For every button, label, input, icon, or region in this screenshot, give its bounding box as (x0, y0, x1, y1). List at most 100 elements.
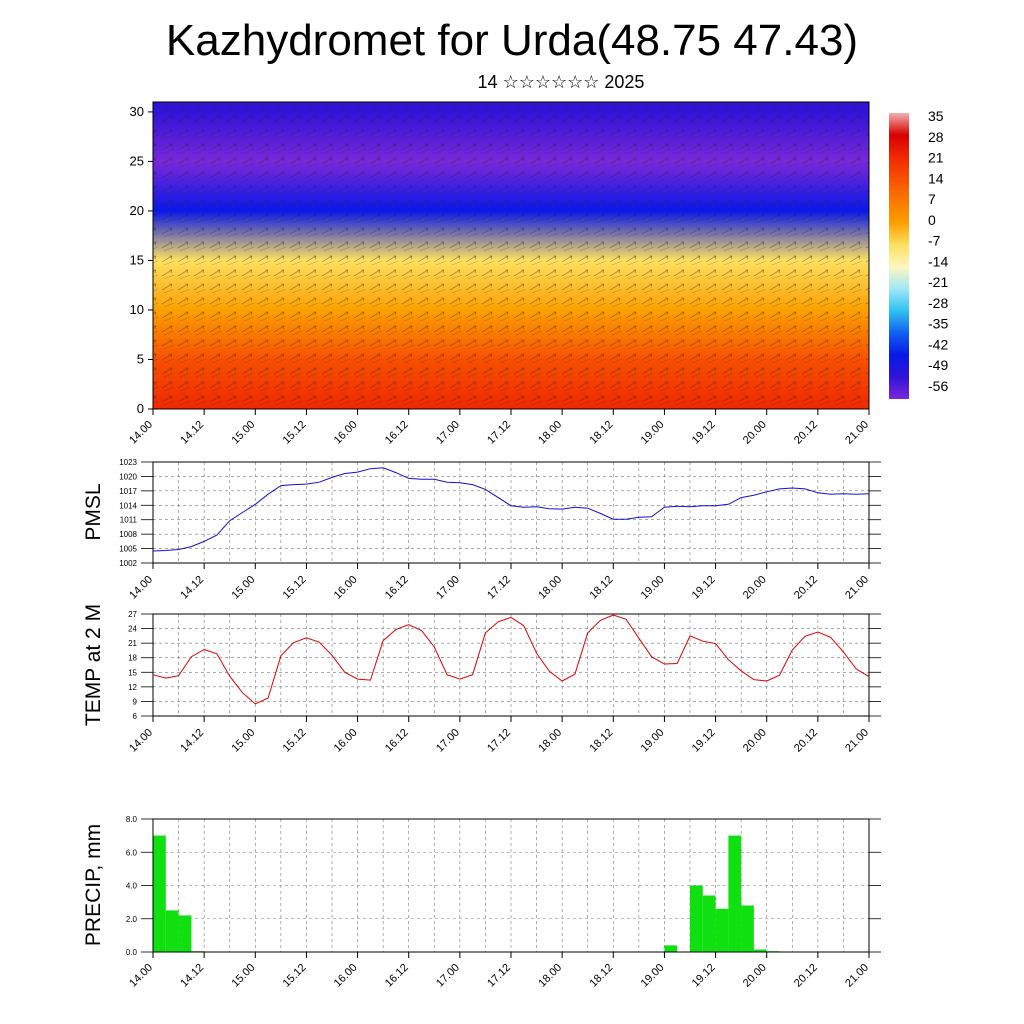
x-tick-label: 16.12 (383, 962, 411, 990)
y-tick-label: 1023 (119, 458, 137, 467)
x-tick-label: 15.12 (281, 419, 309, 447)
wind-barb-overlay (153, 102, 869, 409)
x-tick-label: 18.00 (536, 962, 564, 990)
x-tick-label: 18.12 (587, 574, 615, 602)
y-tick-label: 18 (128, 654, 137, 663)
precip-bar (728, 835, 742, 952)
x-tick-label: 17.12 (485, 574, 513, 602)
x-tick-label: 16.12 (383, 727, 411, 755)
colorbar: 35 28 21 14 7 0 -7 -14 -21 -28 -35 -42 -49 -56 (889, 108, 948, 399)
colorbar-label: 21 (928, 150, 944, 166)
x-tick-label: 15.00 (229, 419, 257, 447)
y-tick-label: 0 (137, 401, 144, 416)
x-tick-label: 18.12 (587, 419, 615, 447)
y-tick-label: 9 (133, 697, 138, 706)
y-tick-label: 12 (128, 683, 137, 692)
x-tick-label: 20.00 (741, 419, 769, 447)
y-tick-label: 8.0 (126, 815, 138, 824)
x-tick-label: 21.00 (843, 574, 871, 602)
x-tick-label: 17.00 (434, 574, 462, 602)
colorbar-fill (889, 113, 909, 399)
x-tick-label: 15.12 (281, 962, 309, 990)
x-tick-label: 14.00 (127, 727, 155, 755)
x-tick-label: 19.00 (639, 574, 667, 602)
x-tick-label: 20.12 (792, 419, 820, 447)
colorbar-label: -35 (928, 316, 948, 332)
x-tick-label: 19.00 (639, 962, 667, 990)
x-tick-label: 18.12 (587, 727, 615, 755)
pmsl-y-axis: 1002 1005 1008 1011 1014 1017 1020 1023 (119, 458, 153, 568)
y-tick-label: 0.0 (126, 948, 138, 957)
y-tick-label: 1014 (119, 501, 137, 510)
page-subtitle: 14 ☆☆☆☆☆☆ 2025 (477, 72, 645, 92)
precip-bar (741, 905, 754, 952)
y-tick-label: 1011 (120, 516, 138, 525)
x-tick-label: 15.12 (281, 727, 309, 755)
colorbar-label: -28 (928, 295, 948, 311)
pmsl-series-line (152, 467, 870, 552)
x-tick-label: 20.12 (792, 574, 820, 602)
x-tick-label: 19.12 (690, 962, 718, 990)
x-tick-label: 18.12 (587, 962, 615, 990)
colorbar-label: -7 (928, 233, 941, 249)
y-tick-label: 15 (128, 668, 137, 677)
colorbar-label: -42 (928, 336, 948, 352)
x-tick-label: 16.12 (383, 574, 411, 602)
x-tick-label: 17.00 (434, 419, 462, 447)
y-tick-label: 15 (130, 252, 144, 267)
y-tick-label: 2.0 (126, 915, 138, 924)
x-tick-label: 14.12 (178, 419, 206, 447)
y-tick-label: 1005 (119, 545, 137, 554)
y-tick-label: 1002 (119, 559, 137, 568)
colorbar-label: 28 (928, 129, 944, 145)
x-tick-label: 17.00 (434, 727, 462, 755)
precip-chart: 0.0 2.0 4.0 6.0 8.0 14.00 14.12 15.00 15.12 16.0… (82, 815, 881, 990)
pmsl-grid (153, 461, 881, 564)
colorbar-label: -49 (928, 357, 948, 373)
x-tick-label: 16.12 (383, 419, 411, 447)
x-tick-label: 17.12 (485, 727, 513, 755)
x-tick-label: 21.00 (843, 419, 871, 447)
x-tick-label: 20.12 (792, 962, 820, 990)
x-tick-label: 20.12 (792, 727, 820, 755)
x-tick-label: 18.00 (536, 574, 564, 602)
colorbar-label: -21 (928, 274, 948, 290)
colorbar-label: 35 (928, 108, 944, 124)
y-tick-label: 4.0 (126, 882, 138, 891)
precip-bar (664, 945, 678, 953)
precip-axis-label: PRECIP, mm (82, 824, 105, 946)
precip-bar (178, 915, 192, 952)
x-tick-label: 17.00 (434, 962, 462, 990)
y-tick-label: 1020 (119, 472, 137, 481)
temp2m-axis-label: TEMP at 2 M (82, 604, 105, 726)
y-tick-label: 1017 (119, 487, 137, 496)
x-tick-label: 19.00 (639, 419, 667, 447)
x-tick-label: 16.00 (332, 419, 360, 447)
precip-bar (153, 835, 166, 952)
precip-bar (702, 895, 716, 952)
x-tick-label: 15.00 (229, 962, 257, 990)
colorbar-label: -14 (928, 253, 948, 269)
precip-y-axis: 0.0 2.0 4.0 6.0 8.0 (126, 815, 153, 957)
x-tick-label: 19.12 (690, 419, 718, 447)
x-tick-label: 19.12 (690, 727, 718, 755)
x-tick-label: 14.12 (178, 727, 206, 755)
temp2m-grid (153, 613, 881, 717)
x-tick-label: 14.00 (127, 574, 155, 602)
pmsl-axis-label: PMSL (82, 483, 105, 540)
x-tick-label: 14.12 (178, 574, 206, 602)
y-tick-label: 24 (128, 625, 137, 634)
x-tick-label: 19.12 (690, 574, 718, 602)
precip-bars (153, 835, 780, 953)
x-tick-label: 16.00 (332, 962, 360, 990)
temp2m-chart: 6 9 12 15 18 21 24 27 14.00 14.12 15.00 15.12 16.00… (82, 604, 881, 755)
x-tick-label: 15.00 (229, 574, 257, 602)
colorbar-label: -56 (928, 378, 948, 394)
colorbar-labels: 35 28 21 14 7 0 -7 -14 -21 -28 -35 -42 -49 -56 (928, 108, 948, 394)
x-tick-label: 17.12 (485, 962, 513, 990)
x-tick-label: 21.00 (843, 727, 871, 755)
cross-section-y-axis: 0 5 10 15 20 25 30 (130, 104, 153, 416)
